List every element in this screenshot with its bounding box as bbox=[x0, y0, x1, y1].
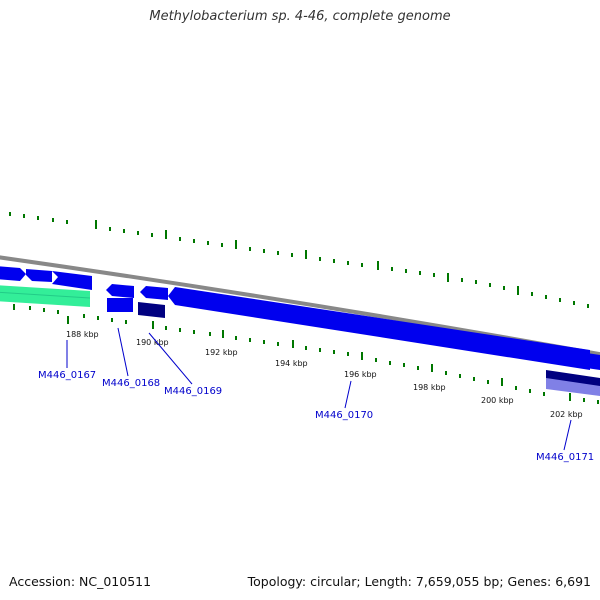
genome-summary-text: Topology: circular; Length: 7,659,055 bp… bbox=[247, 574, 591, 589]
tick-label: 196 kbp bbox=[344, 370, 377, 379]
tick-label: 198 kbp bbox=[413, 383, 446, 392]
gene-label-m446-0168[interactable]: M446_0168 bbox=[102, 378, 160, 389]
gene-leader-lines bbox=[66, 327, 572, 451]
gc-ticks-inner bbox=[13, 304, 599, 404]
rna-divider bbox=[0, 291, 91, 299]
tick-label: 190 kbp bbox=[136, 338, 169, 347]
gene-label-m446-0167[interactable]: M446_0167 bbox=[38, 370, 96, 381]
rna-feature bbox=[0, 285, 90, 307]
tick-label: 200 kbp bbox=[481, 396, 514, 405]
map-title: Methylobacterium sp. 4-46, complete geno… bbox=[149, 9, 451, 24]
tick-label: 202 kbp bbox=[550, 410, 583, 419]
gene-label-m446-0169[interactable]: M446_0169 bbox=[164, 386, 222, 397]
reverse-strand-features bbox=[106, 284, 600, 396]
gene-label-m446-0171[interactable]: M446_0171 bbox=[536, 452, 594, 463]
tick-label: 194 kbp bbox=[275, 359, 308, 368]
gc-ticks-outer bbox=[9, 212, 589, 308]
tick-label: 192 kbp bbox=[205, 348, 238, 357]
tick-label: 188 kbp bbox=[66, 330, 99, 339]
accession-text: Accession: NC_010511 bbox=[9, 574, 152, 589]
scale-labels: 188 kbp 190 kbp 192 kbp 194 kbp 196 kbp … bbox=[66, 330, 583, 419]
gene-label-m446-0170[interactable]: M446_0170 bbox=[315, 410, 373, 421]
gene-labels: M446_0167 M446_0168 M446_0169 M446_0170 … bbox=[38, 370, 594, 463]
